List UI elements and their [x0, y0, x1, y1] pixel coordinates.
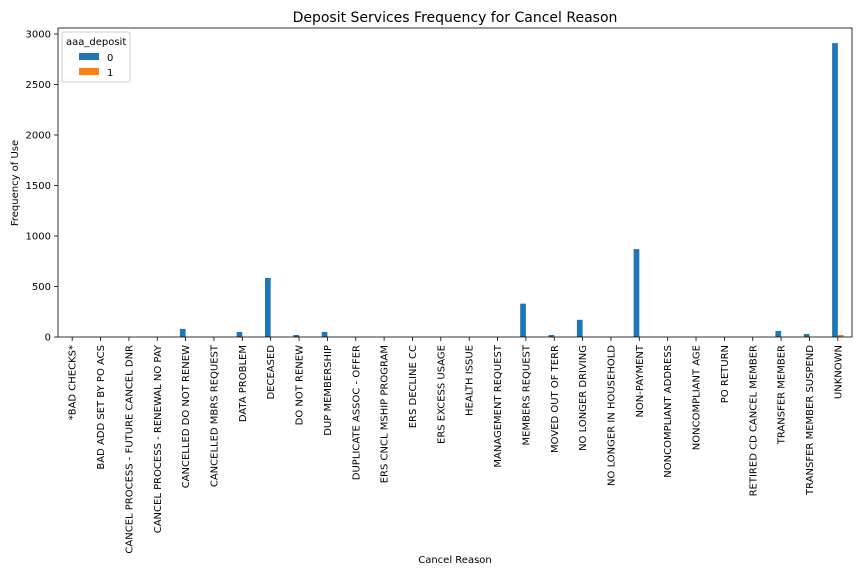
- bar-series-0-17: [548, 334, 555, 337]
- x-tick-label-24: RETIRED CD CANCEL MEMBER: [748, 345, 759, 496]
- plot-area: 0 500 1000 1500 2000 2500 3000 *BAD CHECKS* BAD…: [26, 27, 853, 554]
- bar-series-0-20: [633, 249, 640, 337]
- x-tick-label-6: DATA PROBLEM: [238, 345, 249, 422]
- bars: [66, 43, 844, 338]
- x-tick-label-0: *BAD CHECKS*: [68, 345, 79, 420]
- legend-label-0: 0: [107, 53, 113, 64]
- chart-title: Deposit Services Frequency for Cancel Re…: [293, 10, 618, 26]
- bar-series-0-4: [179, 328, 186, 337]
- plot-frame: [57, 27, 853, 338]
- x-tick-label-14: HEALTH ISSUE: [465, 345, 476, 416]
- x-tick-label-11: ERS CNCL MSHIP PROGRAM: [380, 345, 391, 483]
- x-tick-label-19: NO LONGER IN HOUSEHOLD: [606, 345, 617, 486]
- y-tick-label-3000: 3000: [26, 30, 51, 41]
- x-tick-label-25: TRANSFER MEMBER: [777, 345, 788, 445]
- x-tick-label-5: CANCELLED MBRS REQUEST: [209, 344, 220, 487]
- y-axis: 0 500 1000 1500 2000 2500 3000: [26, 30, 58, 344]
- y-tick-label-1500: 1500: [26, 181, 51, 192]
- x-axis-label: Cancel Reason: [418, 555, 492, 566]
- x-tick-label-20: NON-PAYMENT: [635, 344, 646, 417]
- x-tick-label-16: MEMBERS REQUEST: [521, 344, 532, 445]
- x-tick-label-7: DECEASED: [266, 345, 277, 400]
- legend-title: aaa_deposit: [66, 37, 126, 48]
- y-tick-label-0: 0: [45, 333, 51, 344]
- x-tick-label-21: NONCOMPLIANT ADDRESS: [663, 345, 674, 478]
- x-axis: *BAD CHECKS* BAD ADD SET BY PO ACS CANCEL …: [68, 337, 844, 554]
- x-tick-label-10: DUPLICATE ASSOC - OFFER: [351, 345, 362, 480]
- bar-series-1-27: [837, 334, 844, 337]
- bar-series-0-26: [803, 333, 810, 337]
- x-tick-label-27: UNKNOWN: [833, 345, 844, 399]
- x-tick-label-15: MANAGEMENT REQUEST: [493, 344, 504, 468]
- bar-series-0-8: [293, 334, 300, 337]
- x-tick-label-8: DO NOT RENEW: [295, 345, 306, 425]
- x-tick-label-26: TRANSFER MEMBER SUSPEND: [805, 345, 816, 496]
- x-tick-label-12: ERS DECLINE CC: [408, 345, 419, 428]
- x-tick-label-22: NONCOMPLIANT AGE: [692, 345, 703, 450]
- x-tick-label-1: BAD ADD SET BY PO ACS: [96, 345, 107, 470]
- bar-series-0-27: [832, 43, 838, 338]
- legend-label-1: 1: [107, 68, 113, 79]
- y-tick-label-2500: 2500: [26, 80, 51, 91]
- x-tick-label-9: DUP MEMBERSHIP: [323, 345, 334, 436]
- x-tick-label-4: CANCELLED DO NOT RENEW: [181, 345, 192, 488]
- y-tick-label-1000: 1000: [26, 232, 51, 243]
- bar-series-0-25: [775, 330, 782, 337]
- y-tick-label-500: 500: [32, 282, 51, 293]
- x-tick-label-23: PO RETURN: [720, 345, 731, 403]
- bar-series-0-6: [236, 331, 243, 337]
- x-tick-label-17: MOVED OUT OF TERR: [550, 345, 561, 453]
- y-tick-label-2000: 2000: [26, 131, 51, 142]
- x-tick-label-2: CANCEL PROCESS - FUTURE CANCEL DNR: [124, 345, 135, 554]
- bar-series-0-16: [520, 303, 526, 337]
- legend: aaa_deposit 0 1: [61, 31, 131, 83]
- legend-swatch-1: [79, 68, 99, 75]
- y-axis-label: Frequency of Use: [10, 140, 21, 226]
- x-tick-label-3: CANCEL PROCESS - RENEWAL NO PAY: [153, 344, 164, 533]
- bar-series-0-7: [264, 277, 271, 337]
- legend-swatch-0: [79, 53, 99, 60]
- bar-series-0-18: [576, 319, 583, 337]
- x-tick-label-13: ERS EXCESS USAGE: [436, 345, 447, 444]
- bar-series-0-9: [321, 331, 328, 337]
- x-tick-label-18: NO LONGER DRIVING: [578, 345, 589, 451]
